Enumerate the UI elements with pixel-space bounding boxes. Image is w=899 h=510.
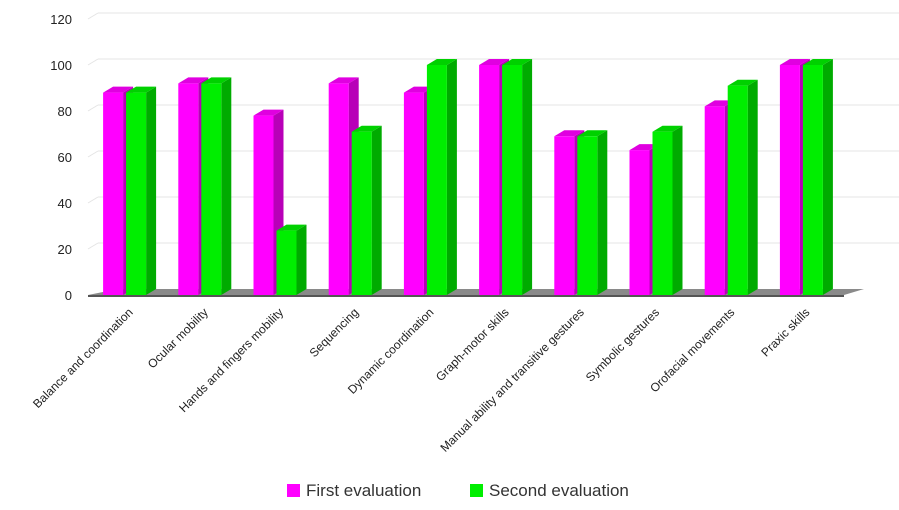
bar-front	[652, 131, 673, 295]
bar-second-evaluation	[652, 125, 683, 295]
bar-side	[672, 125, 683, 295]
x-category-label: Sequencing	[307, 305, 362, 360]
bar-front	[479, 65, 500, 295]
bar-side	[371, 125, 382, 295]
bar-top	[403, 86, 434, 93]
x-category-label: Balance and coordination	[30, 305, 136, 411]
legend: First evaluation Second evaluation	[287, 481, 629, 500]
bar-top	[802, 59, 833, 65]
bar-side	[146, 86, 157, 295]
y-tick-label: 0	[65, 288, 72, 303]
x-category-label: Orofacial movements	[647, 305, 737, 395]
y-tick-label: 40	[58, 196, 72, 211]
y-axis-ticks: 0 20 40 60 80 100 120	[50, 12, 72, 303]
bar-top	[103, 86, 134, 93]
legend-label: First evaluation	[306, 481, 421, 500]
bar-top	[779, 59, 810, 65]
bar-second-evaluation	[201, 77, 232, 296]
bar-top	[178, 77, 209, 84]
bar-top	[652, 125, 683, 132]
gridline-depth	[87, 12, 99, 20]
bar-front	[276, 230, 297, 295]
bar-front	[201, 83, 222, 296]
bar-second-evaluation	[502, 59, 533, 295]
bar-front	[253, 115, 274, 295]
bar-top	[426, 59, 457, 65]
bar-top	[328, 77, 359, 84]
bar-top	[276, 224, 307, 231]
bar-top	[704, 100, 735, 107]
bar-second-evaluation	[802, 59, 833, 295]
legend-item: First evaluation	[287, 481, 421, 500]
bar-front	[502, 65, 523, 295]
y-tick-label: 20	[58, 242, 72, 257]
x-category-label: Manual ability and transitive gestures	[437, 305, 587, 455]
bar-front	[779, 65, 800, 295]
x-category-label: Praxic skills	[758, 305, 812, 359]
gridline-depth	[87, 104, 99, 112]
bar-top	[727, 79, 758, 86]
bar-front	[103, 92, 124, 295]
bar-top	[253, 109, 284, 116]
bar-top	[201, 77, 232, 84]
x-category-label: Symbolic gestures	[583, 305, 662, 384]
bar-top	[554, 130, 585, 137]
bar-side	[446, 59, 457, 295]
bar-front	[704, 106, 725, 296]
x-category-label: Dynamic coordination	[345, 305, 436, 396]
bar-front	[727, 85, 748, 295]
bar-second-evaluation	[351, 125, 382, 295]
legend-swatch	[287, 484, 300, 497]
y-tick-label: 60	[58, 150, 72, 165]
bar-second-evaluation	[276, 224, 307, 295]
bar-front	[802, 65, 823, 295]
bar-second-evaluation	[126, 86, 157, 295]
x-category-label: Ocular mobility	[145, 305, 211, 371]
bar-front	[554, 136, 575, 295]
gridline-depth	[87, 196, 99, 204]
bars	[103, 59, 833, 296]
bar-front	[328, 83, 349, 296]
bar-side	[597, 130, 608, 295]
bar-front	[178, 83, 199, 296]
x-axis-labels: Balance and coordination Ocular mobilityH…	[30, 305, 812, 455]
bar-top	[629, 144, 660, 151]
bar-side	[296, 224, 307, 295]
x-category-label: Graph-motor skills	[433, 305, 512, 384]
gridline-depth	[87, 58, 99, 66]
y-tick-label: 80	[58, 104, 72, 119]
bar-top	[479, 59, 510, 65]
bar-side	[822, 59, 833, 295]
legend-item: Second evaluation	[470, 481, 629, 500]
bar-second-evaluation	[577, 130, 608, 295]
bar-top	[126, 86, 157, 93]
gridline-depth	[87, 150, 99, 158]
bar-front	[351, 131, 372, 295]
bar-front	[426, 65, 447, 295]
y-tick-label: 120	[50, 12, 72, 27]
bar-side	[522, 59, 533, 295]
gridline-depth	[87, 242, 99, 250]
bar-side	[747, 79, 758, 295]
y-tick-label: 100	[50, 58, 72, 73]
bar-top	[502, 59, 533, 65]
floor-edge	[88, 295, 844, 297]
bar-second-evaluation	[426, 59, 457, 295]
bar-side	[221, 77, 232, 296]
bar-front	[577, 136, 598, 295]
legend-swatch	[470, 484, 483, 497]
legend-label: Second evaluation	[489, 481, 629, 500]
bar-front	[126, 92, 147, 295]
bar-front	[629, 150, 650, 295]
bar-second-evaluation	[727, 79, 758, 295]
bar-top	[351, 125, 382, 132]
bar-front	[403, 92, 424, 295]
bar-top	[577, 130, 608, 137]
